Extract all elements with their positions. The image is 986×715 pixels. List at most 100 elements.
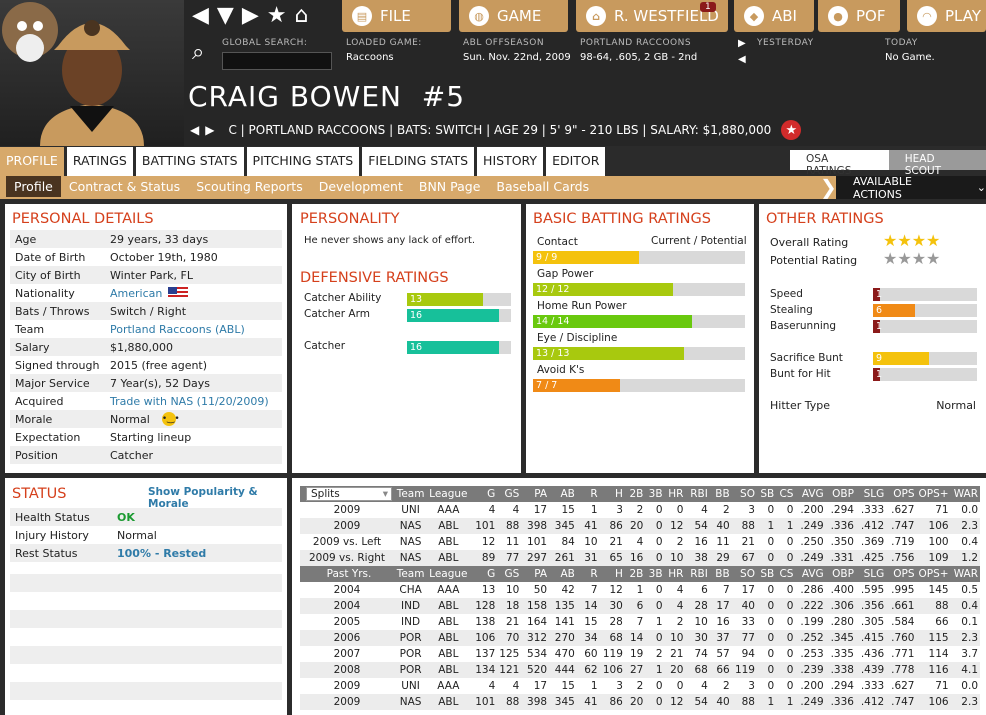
column-header[interactable]: WAR bbox=[950, 486, 980, 502]
detail-value: 2015 (free agent) bbox=[110, 358, 208, 372]
detail-value[interactable]: Portland Raccoons (ABL) bbox=[110, 322, 245, 336]
column-header[interactable]: R bbox=[576, 486, 600, 502]
prev-day-arrow-icon[interactable]: ◀ bbox=[738, 54, 746, 65]
stat-cell: 398 bbox=[521, 518, 550, 534]
column-header[interactable]: G bbox=[469, 486, 498, 502]
column-header[interactable]: CS bbox=[776, 486, 796, 502]
main-tabs: PROFILE RATINGS BATTING STATS PITCHING S… bbox=[0, 146, 606, 176]
subtab-scouting[interactable]: Scouting Reports bbox=[196, 179, 303, 194]
column-header[interactable]: OPS+ bbox=[916, 486, 951, 502]
available-actions-button[interactable]: AVAILABLE ACTIONS ⌄ bbox=[836, 175, 986, 201]
column-header[interactable]: CS bbox=[776, 566, 796, 582]
column-header[interactable]: H bbox=[599, 566, 625, 582]
column-header[interactable]: GS bbox=[497, 566, 522, 582]
favorites-star-icon[interactable]: ★ bbox=[266, 3, 287, 28]
subtab-profile[interactable]: Profile bbox=[6, 176, 61, 197]
tab-pitching-stats[interactable]: PITCHING STATS bbox=[246, 147, 360, 176]
stat-cell: 134 bbox=[469, 662, 498, 678]
menu-play-button[interactable]: ◠ PLAY bbox=[907, 0, 986, 32]
dropdown-arrow-icon[interactable]: ▼ bbox=[216, 3, 234, 28]
subtab-contract[interactable]: Contract & Status bbox=[68, 179, 181, 194]
column-header[interactable]: SB bbox=[756, 486, 777, 502]
column-header[interactable]: HR bbox=[664, 566, 686, 582]
menu-manager-button[interactable]: ⌂ R. WESTFIELD 1 bbox=[576, 0, 728, 32]
column-header[interactable]: OBP bbox=[825, 486, 856, 502]
stat-cell: NAS bbox=[399, 536, 422, 548]
osa-ratings-button[interactable]: OSA RATINGS bbox=[790, 150, 889, 177]
prev-player-arrow-icon[interactable]: ◀ bbox=[190, 123, 200, 137]
subtab-bnn[interactable]: BNN Page bbox=[418, 179, 481, 194]
stat-cell: 121 bbox=[497, 662, 522, 678]
column-header[interactable]: AVG bbox=[795, 486, 826, 502]
tab-profile[interactable]: PROFILE bbox=[0, 147, 64, 176]
column-header[interactable]: 3B bbox=[645, 566, 665, 582]
show-popularity-link[interactable]: Show Popularity & Morale bbox=[148, 486, 258, 510]
column-header[interactable]: HR bbox=[664, 486, 686, 502]
status-row: Health Status OK bbox=[10, 508, 282, 526]
column-header[interactable]: BB bbox=[709, 486, 732, 502]
global-search-input[interactable] bbox=[222, 52, 332, 70]
search-icon[interactable]: ⌕ bbox=[192, 40, 205, 65]
column-header[interactable]: SO bbox=[731, 566, 757, 582]
menu-pof-button[interactable]: ● POF bbox=[818, 0, 900, 32]
stat-cell: 7 bbox=[723, 584, 730, 596]
column-header[interactable]: SB bbox=[756, 566, 777, 582]
column-header[interactable]: OPS+ bbox=[916, 566, 951, 582]
stat-cell: 3.7 bbox=[961, 648, 978, 660]
column-header[interactable]: OPS bbox=[886, 566, 917, 582]
stat-cell: 2.3 bbox=[950, 518, 980, 534]
column-header[interactable]: R bbox=[576, 566, 600, 582]
tab-ratings[interactable]: RATINGS bbox=[66, 147, 133, 176]
column-header[interactable]: SLG bbox=[855, 486, 887, 502]
tab-batting-stats[interactable]: BATTING STATS bbox=[135, 147, 244, 176]
home-icon[interactable]: ⌂ bbox=[294, 3, 309, 28]
tab-editor[interactable]: EDITOR bbox=[546, 147, 606, 176]
detail-value[interactable]: American bbox=[110, 286, 163, 300]
column-header[interactable]: Team bbox=[394, 486, 428, 502]
column-header[interactable]: OBP bbox=[825, 566, 856, 582]
stats-row: 2009 NAS ABL 101 88 398 345 41 86 20 0 12 54 40 88 1 1.2… bbox=[300, 518, 980, 534]
column-header[interactable]: Team bbox=[394, 566, 428, 582]
stat-cell: 270 bbox=[549, 630, 577, 646]
column-header[interactable]: PA bbox=[521, 566, 550, 582]
column-header[interactable]: AVG bbox=[795, 566, 826, 582]
column-header[interactable]: G bbox=[469, 566, 498, 582]
splits-select[interactable]: Splits ▾ bbox=[306, 487, 392, 501]
detail-value[interactable]: Trade with NAS (11/20/2009) bbox=[110, 394, 269, 408]
column-header[interactable]: 3B bbox=[645, 486, 665, 502]
menu-game-button[interactable]: ◍ GAME bbox=[459, 0, 568, 32]
menu-abi-button[interactable]: ◆ ABI bbox=[734, 0, 814, 32]
tab-fielding-stats[interactable]: FIELDING STATS bbox=[362, 147, 475, 176]
menu-file-button[interactable]: ▤ FILE bbox=[342, 0, 451, 32]
subtab-development[interactable]: Development bbox=[318, 179, 403, 194]
subtab-cards[interactable]: Baseball Cards bbox=[496, 179, 590, 194]
stat-cell: 0.4 bbox=[950, 598, 980, 614]
back-arrow-icon[interactable]: ◀ bbox=[192, 3, 209, 28]
column-header[interactable]: SLG bbox=[855, 566, 887, 582]
column-header[interactable]: League bbox=[427, 566, 470, 582]
column-header[interactable]: 2B bbox=[624, 566, 646, 582]
stat-cell: 31 bbox=[576, 550, 600, 566]
stat-cell: 135 bbox=[549, 598, 577, 614]
column-header[interactable]: League bbox=[427, 486, 470, 502]
next-day-arrow-icon[interactable]: ▶ bbox=[738, 38, 746, 49]
column-header[interactable]: H bbox=[599, 486, 625, 502]
column-header[interactable]: 2B bbox=[624, 486, 646, 502]
stat-cell: 11 bbox=[716, 536, 730, 548]
column-header[interactable]: AB bbox=[549, 486, 577, 502]
column-header[interactable]: GS bbox=[497, 486, 522, 502]
star-badge-icon[interactable]: ★ bbox=[781, 120, 802, 140]
tab-history[interactable]: HISTORY bbox=[477, 147, 544, 176]
detail-label: Acquired bbox=[15, 394, 64, 408]
column-header[interactable]: RBI bbox=[685, 566, 710, 582]
column-header[interactable]: SO bbox=[731, 486, 757, 502]
column-header[interactable]: AB bbox=[549, 566, 577, 582]
head-scout-button[interactable]: HEAD SCOUT bbox=[888, 150, 986, 177]
column-header[interactable]: WAR bbox=[950, 566, 980, 582]
forward-arrow-icon[interactable]: ▶ bbox=[241, 3, 259, 28]
next-player-arrow-icon[interactable]: ▶ bbox=[205, 123, 215, 137]
column-header[interactable]: RBI bbox=[685, 486, 710, 502]
column-header[interactable]: BB bbox=[709, 566, 732, 582]
column-header[interactable]: OPS bbox=[886, 486, 917, 502]
column-header[interactable]: PA bbox=[521, 486, 550, 502]
